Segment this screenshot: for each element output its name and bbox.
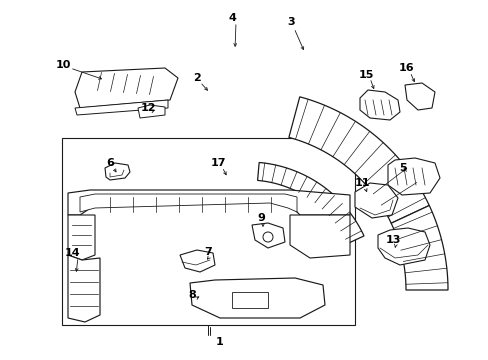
Polygon shape xyxy=(354,183,397,218)
Polygon shape xyxy=(231,292,267,308)
Polygon shape xyxy=(404,83,434,110)
Text: 15: 15 xyxy=(358,70,373,80)
Text: 17: 17 xyxy=(210,158,225,168)
Text: 14: 14 xyxy=(65,248,81,258)
Polygon shape xyxy=(190,278,325,318)
Polygon shape xyxy=(105,163,130,180)
Text: 5: 5 xyxy=(398,163,406,173)
Polygon shape xyxy=(62,138,354,325)
Text: 11: 11 xyxy=(353,178,369,188)
Polygon shape xyxy=(80,194,296,212)
Text: 1: 1 xyxy=(216,337,224,347)
Text: 9: 9 xyxy=(257,213,264,223)
Polygon shape xyxy=(75,68,178,108)
Polygon shape xyxy=(75,100,168,115)
Polygon shape xyxy=(68,215,95,260)
Text: 8: 8 xyxy=(188,290,196,300)
Polygon shape xyxy=(289,215,349,258)
Polygon shape xyxy=(390,206,447,290)
Text: 13: 13 xyxy=(385,235,400,245)
Polygon shape xyxy=(180,250,215,272)
Polygon shape xyxy=(138,105,164,118)
Polygon shape xyxy=(68,255,100,322)
Text: 6: 6 xyxy=(106,158,114,168)
Polygon shape xyxy=(257,162,363,243)
Text: 12: 12 xyxy=(140,103,156,113)
Text: 4: 4 xyxy=(227,13,235,23)
Polygon shape xyxy=(68,190,349,215)
Text: 2: 2 xyxy=(193,73,201,83)
Text: 7: 7 xyxy=(203,247,211,257)
Circle shape xyxy=(263,232,272,242)
Polygon shape xyxy=(377,228,429,265)
Polygon shape xyxy=(288,97,428,223)
Text: 10: 10 xyxy=(55,60,71,70)
Text: 16: 16 xyxy=(397,63,413,73)
Polygon shape xyxy=(251,223,285,248)
Text: 3: 3 xyxy=(286,17,294,27)
Polygon shape xyxy=(387,158,439,195)
Polygon shape xyxy=(359,90,399,120)
